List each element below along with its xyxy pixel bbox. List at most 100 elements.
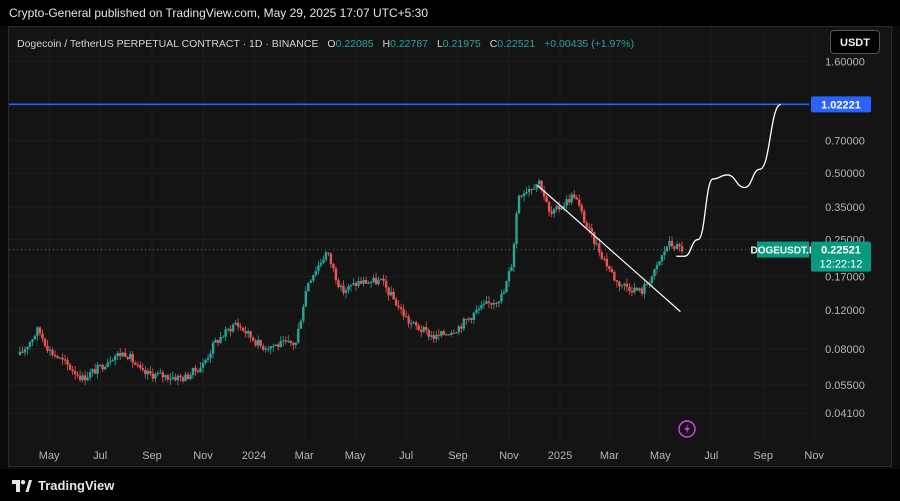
candle-body <box>502 292 506 294</box>
candle-body <box>309 280 313 283</box>
candle-body <box>575 197 578 200</box>
candle-body <box>628 286 631 292</box>
candle-body <box>176 375 180 381</box>
candle-body <box>236 322 240 327</box>
low-label: L <box>437 38 443 50</box>
candle-body <box>339 285 343 288</box>
candle-body <box>515 213 518 245</box>
candle-body <box>78 375 82 381</box>
candle-body <box>86 377 89 381</box>
candle-body <box>680 246 684 252</box>
candle-body <box>274 344 277 346</box>
candle-body <box>630 291 634 293</box>
candle-body <box>420 329 423 332</box>
candle-body <box>352 283 355 285</box>
price-tick-label: 0.08000 <box>825 344 865 356</box>
candle-body <box>379 278 383 280</box>
candle-body <box>314 271 318 275</box>
candle-body <box>181 377 185 382</box>
candle-body <box>457 326 461 333</box>
candle-body <box>254 340 257 346</box>
candle-body <box>344 290 348 293</box>
candle-body <box>643 283 646 294</box>
candle-body <box>407 316 410 324</box>
candle-body <box>535 184 538 189</box>
candle-body <box>615 280 619 282</box>
chart-frame[interactable]: 1.60000 0.70000 0.50000 0.35000 0.25000 0.170… <box>8 26 892 467</box>
candle-body <box>126 356 129 359</box>
candle-body <box>660 255 664 262</box>
candle-body <box>226 328 230 330</box>
candle-body <box>179 375 182 378</box>
candle-body <box>675 244 679 249</box>
candle-body <box>633 287 636 293</box>
candle-body <box>299 320 303 329</box>
candle-body <box>21 351 24 353</box>
candle-body <box>655 264 659 269</box>
candle-body <box>56 355 59 359</box>
candle-body <box>590 228 593 233</box>
candle-body <box>442 331 445 335</box>
brand-name: TradingView <box>38 478 115 493</box>
tradingview-brand[interactable]: TradingView <box>12 478 114 493</box>
candle-body <box>194 367 197 371</box>
candle-body <box>613 272 616 281</box>
candle-body <box>640 288 644 294</box>
candle-body <box>362 279 365 284</box>
candle-body <box>608 266 611 270</box>
candle-body <box>409 323 413 325</box>
candle-body <box>367 282 370 284</box>
candle-body <box>392 291 395 300</box>
candle-body <box>485 301 488 304</box>
lightning-icon[interactable] <box>678 420 696 438</box>
candle-body <box>46 345 49 351</box>
candle-body <box>460 326 463 329</box>
candle-body <box>562 205 566 208</box>
candle-body <box>267 348 270 350</box>
candle-body <box>244 331 247 334</box>
candle-body <box>259 339 262 346</box>
candle-body <box>598 243 601 253</box>
candle-body <box>199 367 202 373</box>
candle-body <box>61 357 64 360</box>
candle-body <box>81 375 84 381</box>
candle-body <box>66 360 69 365</box>
candle-body <box>465 318 468 320</box>
candle-body <box>239 326 242 328</box>
price-chart[interactable]: 1.600000.700000.500000.350000.250000.170… <box>9 27 893 468</box>
candle-body <box>668 240 671 247</box>
candle-body <box>555 205 558 209</box>
candle-body <box>342 285 345 293</box>
candle-body <box>327 252 330 254</box>
candle-body <box>497 301 501 304</box>
candle-body <box>412 322 415 324</box>
candle-body <box>204 360 207 363</box>
candle-body <box>492 302 496 305</box>
price-axis: 1.600000.700000.500000.350000.250000.170… <box>825 56 865 420</box>
candle-body <box>221 336 225 338</box>
candle-body <box>638 288 641 291</box>
candle-body <box>404 316 408 318</box>
candle-body <box>445 334 448 336</box>
candle-body <box>567 199 571 203</box>
candle-body <box>214 340 217 343</box>
candle-body <box>106 362 109 367</box>
candle-body <box>542 190 546 197</box>
candle-body <box>124 352 127 357</box>
candle-body <box>93 369 97 374</box>
candle-body <box>91 369 94 373</box>
candle-body <box>480 304 483 309</box>
candle-body <box>414 322 418 326</box>
candle-body <box>530 188 533 190</box>
candle-body <box>510 267 513 272</box>
countdown-text: 12:22:12 <box>820 259 863 271</box>
candle-body <box>18 351 22 356</box>
candle-body <box>557 205 561 210</box>
currency-button[interactable]: USDT <box>830 30 880 54</box>
candle-body <box>191 367 195 376</box>
candle-body <box>121 352 124 356</box>
candle-body <box>36 327 39 336</box>
change-value: +0.00435 (+1.97%) <box>544 38 634 50</box>
price-tick-label: 0.50000 <box>825 168 865 180</box>
candle-body <box>372 277 375 282</box>
